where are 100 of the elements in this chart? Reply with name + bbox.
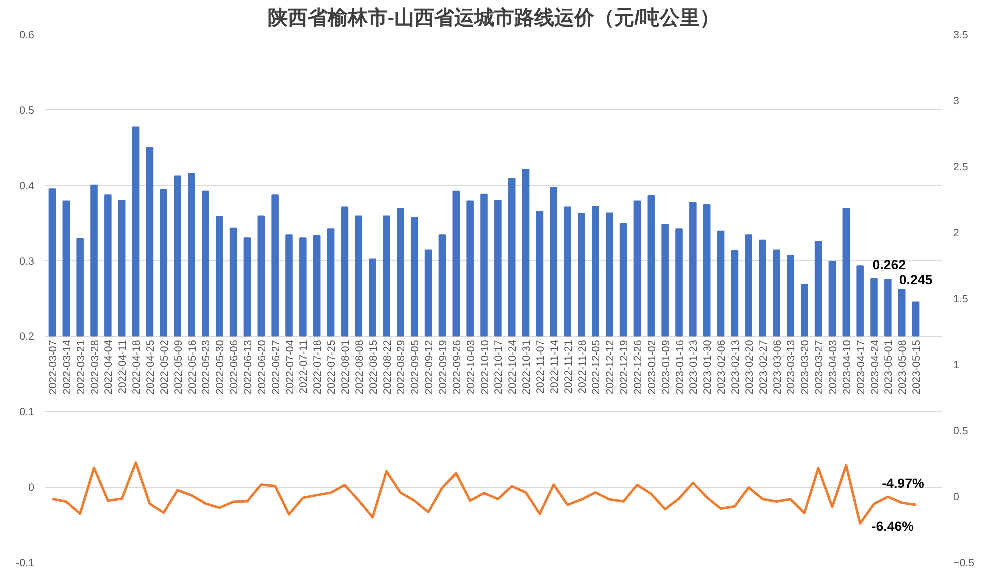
data-label: 0.245 — [899, 272, 934, 288]
x-tick-label: 2022-12-05 — [590, 340, 603, 395]
y-tick-label: 0.4 — [20, 180, 35, 192]
bar — [717, 230, 725, 337]
bar — [132, 126, 140, 337]
x-tick-label: 2022-05-09 — [172, 340, 185, 395]
bar — [787, 255, 794, 337]
x-tick-label: 2022-06-20 — [256, 340, 268, 395]
x-tick-label: 2023-02-20 — [744, 340, 756, 395]
bar — [355, 216, 363, 337]
bar — [466, 200, 474, 337]
x-tick-label: 2023-01-23 — [688, 340, 700, 395]
x-tick-label: 2023-02-27 — [758, 340, 770, 395]
bar — [313, 235, 321, 337]
y2-tick-label: 0.5 — [954, 426, 968, 438]
bar — [369, 258, 376, 337]
y2-tick-label: −0.5 — [954, 558, 975, 570]
x-tick-label: 2022-08-08 — [354, 340, 366, 395]
data-label: -4.97% — [882, 476, 924, 492]
x-tick-label: 2022-06-27 — [270, 340, 282, 395]
x-tick-label: 2023-05-08 — [897, 340, 910, 395]
x-tick-label: 2022-04-04 — [103, 340, 116, 395]
y-tick-label: 0 — [28, 482, 35, 494]
bar — [759, 240, 766, 337]
x-tick-label: 2023-02-06 — [716, 340, 728, 395]
x-tick-label: 2023-05-01 — [883, 340, 896, 395]
x-tick-label: 2022-04-25 — [144, 340, 157, 395]
y2-tick-label: 2.5 — [954, 162, 968, 174]
bar — [244, 238, 252, 337]
bar — [383, 216, 390, 337]
x-tick-label: 2022-03-21 — [75, 340, 88, 395]
x-tick-label: 2022-08-29 — [396, 340, 408, 395]
x-tick-label: 2022-08-15 — [368, 340, 380, 395]
bar — [160, 189, 168, 337]
bar — [884, 279, 892, 337]
x-tick-label: 2022-07-25 — [326, 340, 338, 395]
x-tick-label: 2022-04-18 — [131, 340, 144, 395]
bar — [76, 238, 84, 337]
bar — [842, 208, 850, 337]
bar — [536, 211, 544, 337]
bar — [800, 284, 808, 337]
data-label: -6.46% — [872, 519, 914, 534]
y-tick-label: -0.1 — [16, 558, 35, 570]
bar — [341, 206, 349, 337]
bar — [592, 206, 600, 337]
x-tick-label: 2023-03-27 — [814, 340, 826, 395]
x-tick-label: 2022-07-11 — [298, 340, 310, 394]
x-tick-label: 2022-04-11 — [117, 340, 130, 394]
x-tick-label: 2022-07-18 — [312, 340, 324, 395]
x-tick-label: 2022-12-26 — [632, 340, 644, 395]
x-tick-label: 2022-09-26 — [451, 340, 464, 395]
bar — [410, 217, 418, 337]
x-tick-label: 2022-08-01 — [340, 340, 352, 395]
bar — [452, 190, 460, 337]
y-tick-label: 0.2 — [20, 331, 35, 344]
y-tick-label: 0.1 — [20, 406, 35, 419]
chart-title: 陕西省榆林市-山西省运城市路线运价（元/吨公里） — [268, 6, 720, 30]
bar — [258, 216, 266, 337]
bar — [90, 184, 98, 337]
bar — [690, 202, 697, 337]
x-tick-label: 2022-12-12 — [604, 340, 617, 395]
bar — [104, 194, 112, 337]
x-tick-label: 2023-01-16 — [674, 340, 686, 395]
bar — [606, 212, 614, 337]
y2-tick-label: 3 — [954, 96, 960, 108]
x-tick-label: 2022-11-28 — [576, 340, 589, 394]
bar — [550, 187, 558, 337]
x-tick-label: 2022-10-17 — [493, 340, 506, 395]
bar — [648, 195, 656, 337]
x-tick-label: 2023-03-06 — [772, 340, 784, 395]
bar — [522, 169, 530, 337]
x-tick-label: 2022-06-13 — [242, 340, 254, 395]
bar — [828, 261, 836, 337]
x-tick-label: 2022-11-07 — [534, 340, 547, 394]
bar — [174, 176, 182, 337]
x-tick-label: 2023-03-20 — [800, 340, 812, 395]
x-tick-label: 2023-05-15 — [911, 340, 924, 395]
bar — [634, 200, 642, 337]
y2-tick-label: 3.5 — [954, 30, 968, 42]
x-tick-label: 2023-04-17 — [855, 340, 868, 395]
data-label: 0.262 — [872, 257, 906, 272]
x-tick-label: 2022-07-04 — [284, 340, 296, 395]
bar — [480, 194, 488, 337]
bar — [912, 302, 920, 337]
bar — [662, 224, 669, 337]
x-tick-label: 2022-09-19 — [437, 340, 450, 395]
x-tick-label: 2022-06-06 — [228, 340, 241, 395]
bar — [676, 228, 683, 337]
bar — [898, 288, 906, 337]
y-tick-label: 0.3 — [20, 256, 35, 268]
x-tick-label: 2022-03-28 — [89, 340, 102, 395]
x-tick-label: 2022-11-21 — [562, 340, 575, 394]
bar — [272, 194, 279, 337]
x-tick-label: 2023-03-13 — [786, 340, 798, 395]
x-tick-label: 2022-09-05 — [410, 340, 422, 395]
bar — [870, 278, 878, 337]
y2-tick-label: 1.5 — [954, 294, 968, 306]
x-tick-label: 2022-12-19 — [618, 340, 631, 395]
x-tick-label: 2022-03-14 — [61, 340, 74, 395]
bar — [745, 234, 753, 337]
